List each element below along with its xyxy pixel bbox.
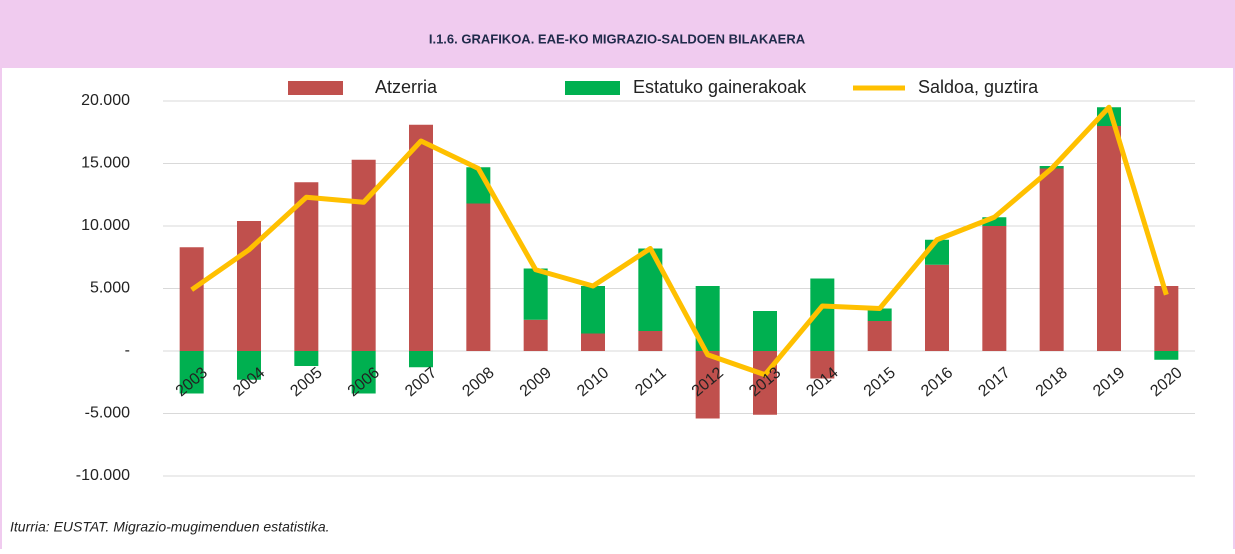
- x-tick-label: 2008: [459, 364, 497, 400]
- x-tick-label: 2018: [1033, 364, 1071, 400]
- legend-label: Atzerria: [375, 77, 438, 97]
- x-tick-label: 2010: [574, 364, 612, 400]
- bar: [925, 264, 949, 351]
- bar: [810, 351, 835, 379]
- x-tick-label: 2015: [861, 364, 899, 400]
- bar: [581, 286, 605, 334]
- y-tick-label: 20.000: [81, 92, 130, 109]
- bar: [523, 268, 548, 320]
- x-tick-label: 2020: [1147, 364, 1185, 400]
- bar: [1154, 351, 1179, 360]
- bar: [638, 331, 663, 351]
- x-tick-label: 2011: [632, 364, 669, 399]
- legend-swatch: [565, 81, 620, 95]
- bar: [179, 247, 204, 351]
- source: Iturria: EUSTAT. Migrazio-mugimenduen es…: [10, 519, 330, 535]
- x-tick-label: 2007: [402, 364, 440, 400]
- y-tick-label: -5.000: [85, 405, 130, 422]
- bar: [1039, 168, 1064, 351]
- bar: [466, 203, 491, 351]
- bar: [867, 308, 892, 321]
- header-band: [0, 0, 1235, 68]
- bar: [237, 351, 261, 380]
- chart-title: I.1.6. GRAFIKOA. EAE-KO MIGRAZIO-SALDOEN…: [429, 31, 806, 46]
- y-tick-label: -: [125, 342, 130, 359]
- y-tick-label: 15.000: [81, 155, 130, 172]
- legend-label: Estatuko gainerakoak: [633, 77, 807, 97]
- bar: [294, 351, 319, 366]
- y-tick-label: 10.000: [81, 217, 130, 234]
- x-tick-label: 2009: [517, 364, 555, 400]
- bar: [351, 351, 376, 394]
- bar: [409, 351, 433, 368]
- legend-swatch: [288, 81, 343, 95]
- bar: [1097, 126, 1121, 351]
- bar: [695, 351, 720, 419]
- bar: [753, 311, 777, 351]
- bar: [1154, 286, 1179, 351]
- y-tick-label: -10.000: [76, 467, 130, 484]
- x-tick-label: 2016: [918, 364, 956, 400]
- x-tick-label: 2019: [1090, 364, 1128, 400]
- x-tick-label: 2017: [975, 364, 1013, 400]
- line: [190, 104, 1169, 378]
- y-tick-label: 5.000: [90, 280, 130, 297]
- x-tick-label: 2005: [287, 364, 325, 400]
- legend-label: Saldoa, guztira: [918, 77, 1039, 97]
- bar: [581, 333, 605, 351]
- bar: [982, 226, 1007, 351]
- bar: [351, 159, 376, 351]
- bar: [523, 319, 548, 351]
- bar: [867, 321, 892, 351]
- bar: [409, 124, 433, 351]
- bar: [179, 351, 204, 394]
- bar: [294, 182, 319, 351]
- bar: [982, 217, 1007, 226]
